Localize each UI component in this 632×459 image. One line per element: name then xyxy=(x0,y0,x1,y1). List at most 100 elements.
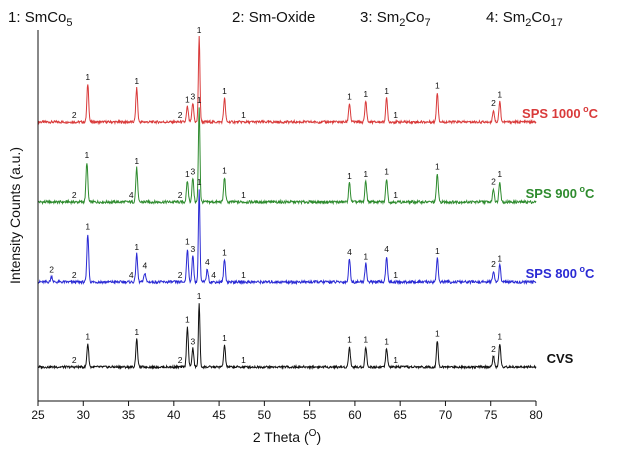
peak-label: 4 xyxy=(347,247,352,257)
legend-formula-part: Co xyxy=(531,9,550,26)
legend-formula: Sm-Oxide xyxy=(249,9,316,26)
peak-label: 2 xyxy=(491,98,496,108)
legend-number: 1: xyxy=(8,9,25,26)
peak-label: 3 xyxy=(190,91,195,101)
series-line-1 xyxy=(37,36,537,126)
peak-label: 1 xyxy=(363,335,368,345)
peak-label: 1 xyxy=(497,169,502,179)
x-tick-label: 50 xyxy=(258,408,272,422)
legend-item-3: 3: Sm2Co7 xyxy=(360,9,431,29)
peak-label: 2 xyxy=(491,344,496,354)
peak-label: 1 xyxy=(185,169,190,179)
series-layer xyxy=(37,36,537,371)
peak-label: 3 xyxy=(190,244,195,254)
series-names-layer: SPS 1000 oC SPS 900 oC SPS 800 oC CVS xyxy=(522,104,599,366)
peak-label: 2 xyxy=(72,110,77,120)
peak-label: 1 xyxy=(134,327,139,337)
peak-label: 1 xyxy=(497,90,502,100)
legend-number: 4: xyxy=(486,9,503,26)
peak-label: 1 xyxy=(222,165,227,175)
peak-label: 1 xyxy=(393,190,398,200)
peak-label: 1 xyxy=(222,248,227,258)
peak-label: 1 xyxy=(85,222,90,232)
peak-label: 1 xyxy=(185,95,190,105)
peak-label: 1 xyxy=(363,169,368,179)
peak-label: 1 xyxy=(197,177,202,187)
x-tick-label: 70 xyxy=(439,408,453,422)
y-axis-title: Intensity Counts (a.u.) xyxy=(7,147,23,284)
peak-label: 1 xyxy=(347,171,352,181)
x-tick-label: 80 xyxy=(529,408,543,422)
x-axis-title: 2 Theta (O) xyxy=(253,428,321,445)
peak-label: 1 xyxy=(85,72,90,82)
peak-label: 1 xyxy=(393,110,398,120)
x-tick-label: 65 xyxy=(394,408,408,422)
peak-label: 1 xyxy=(435,328,440,338)
legend-subscript: 2 xyxy=(399,17,405,29)
peak-label: 1 xyxy=(197,25,202,35)
peak-label: 2 xyxy=(178,270,183,280)
legend-number: 3: xyxy=(360,9,377,26)
peak-label: 1 xyxy=(85,332,90,342)
peak-label: 2 xyxy=(72,190,77,200)
peak-label: 1 xyxy=(185,314,190,324)
peak-label: 1 xyxy=(241,110,246,120)
phase-legend: 1: SmCo5 2: Sm-Oxide 3: Sm2Co7 4: Sm2Co17 xyxy=(8,9,563,29)
peak-label: 1 xyxy=(134,156,139,166)
series-name-3: SPS 800 oC xyxy=(526,264,595,281)
peak-label: 1 xyxy=(241,270,246,280)
peak-label: 1 xyxy=(393,270,398,280)
peak-label: 4 xyxy=(129,270,134,280)
series-name-1: SPS 1000 oC xyxy=(522,104,599,121)
peak-label: 1 xyxy=(393,355,398,365)
peak-label: 1 xyxy=(197,95,202,105)
peak-label: 1 xyxy=(134,76,139,86)
x-tick-label: 40 xyxy=(167,408,181,422)
peak-label: 2 xyxy=(178,110,183,120)
legend-item-4: 4: Sm2Co17 xyxy=(486,9,563,29)
x-tick-label: 55 xyxy=(303,408,317,422)
legend-number: 2: xyxy=(232,9,249,26)
peak-label: 3 xyxy=(190,166,195,176)
peak-label: 2 xyxy=(49,264,54,274)
peak-label: 1 xyxy=(363,89,368,99)
legend-subscript: 17 xyxy=(551,17,563,29)
legend-formula: SmCo xyxy=(25,9,67,26)
peak-label: 4 xyxy=(129,190,134,200)
peak-label: 2 xyxy=(178,190,183,200)
legend-formula: Sm xyxy=(377,9,400,26)
x-tick-label: 35 xyxy=(122,408,136,422)
peak-label: 1 xyxy=(134,242,139,252)
peak-label: 1 xyxy=(197,291,202,301)
x-tick-label: 25 xyxy=(31,408,45,422)
peak-label: 1 xyxy=(347,335,352,345)
peak-label: 1 xyxy=(347,91,352,101)
axes: 25 30 35 40 45 50 55 60 65 70 75 80 2 Theta (O) Inten… xyxy=(7,30,543,445)
peak-label: 4 xyxy=(211,270,216,280)
peak-label: 1 xyxy=(384,86,389,96)
x-tick-label: 45 xyxy=(212,408,226,422)
peak-label: 1 xyxy=(222,86,227,96)
legend-subscript: 7 xyxy=(425,17,431,29)
peak-label: 1 xyxy=(497,253,502,263)
legend-item-2: 2: Sm-Oxide xyxy=(232,9,315,26)
series-name-4: CVS xyxy=(547,351,574,366)
x-tick-label: 30 xyxy=(77,408,91,422)
peak-label: 4 xyxy=(142,261,147,271)
peak-label: 2 xyxy=(72,270,77,280)
legend-formula: Sm xyxy=(503,9,526,26)
peak-label: 1 xyxy=(384,166,389,176)
legend-subscript: 5 xyxy=(66,17,72,29)
peak-label: 2 xyxy=(491,259,496,269)
peak-label: 1 xyxy=(435,80,440,90)
peak-label: 2 xyxy=(491,177,496,187)
peak-label: 1 xyxy=(85,150,90,160)
peak-label: 2 xyxy=(178,355,183,365)
series-line-3 xyxy=(37,189,537,286)
series-line-4 xyxy=(37,303,537,371)
peak-label: 1 xyxy=(435,246,440,256)
peak-label: 4 xyxy=(384,244,389,254)
